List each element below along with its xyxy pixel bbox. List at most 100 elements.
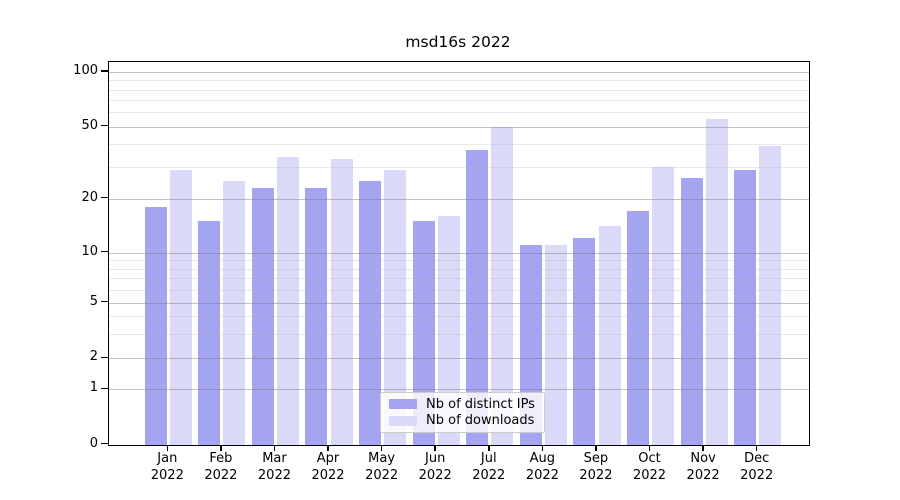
gridline-major [109, 72, 809, 73]
y-tick-mark [101, 442, 108, 445]
bar-downloads-dec [759, 146, 782, 445]
x-tick-year: 2022 [632, 467, 667, 483]
chart-title: msd16s 2022 [405, 33, 511, 51]
x-tick-year: 2022 [150, 467, 184, 483]
gridline-major [109, 358, 809, 360]
x-tick-year: 2022 [525, 467, 559, 483]
x-tick-label-sep: Sep 2022 [565, 451, 627, 484]
y-tick-mark [101, 387, 108, 390]
bar-distinct-ips-apr [305, 187, 328, 445]
bar-downloads-jan [169, 169, 192, 445]
bar-distinct-ips-mar [251, 187, 274, 445]
y-tick-mark [101, 250, 108, 253]
gridline-major [109, 302, 809, 304]
x-tick-label-aug: Aug 2022 [511, 451, 573, 484]
bar-distinct-ips-may [359, 181, 382, 445]
gridline-minor [109, 144, 809, 146]
gridline-major [109, 252, 809, 254]
bar-distinct-ips-sep [573, 238, 596, 445]
gridline-major [109, 198, 809, 200]
bar-downloads-feb [223, 181, 246, 445]
legend-swatch-downloads [389, 415, 417, 426]
gridline-minor [109, 260, 809, 262]
gridline-minor [109, 112, 809, 114]
x-tick-mark [702, 445, 704, 451]
y-tick-label: 10 [81, 243, 98, 259]
gridline-minor [109, 316, 809, 318]
y-tick-label: 5 [89, 293, 98, 309]
x-tick-year: 2022 [257, 467, 291, 483]
legend-label-distinct-ips: Nb of distinct IPs [426, 396, 535, 412]
bar-downloads-apr [330, 159, 353, 445]
x-tick-mark [595, 445, 597, 451]
legend-swatch-distinct-ips [389, 399, 417, 410]
x-tick-mark [487, 445, 490, 451]
bar-distinct-ips-jan [144, 206, 167, 445]
x-tick-label-jul: Jul 2022 [458, 451, 520, 484]
x-tick-year: 2022 [579, 467, 613, 483]
x-tick-mark [755, 445, 758, 451]
x-tick-year: 2022 [365, 467, 399, 483]
y-tick-label: 100 [73, 63, 98, 78]
y-tick-mark [101, 124, 108, 127]
x-tick-label-nov: Nov 2022 [672, 451, 734, 484]
bar-distinct-ips-feb [198, 221, 221, 445]
x-tick-year: 2022 [311, 467, 345, 483]
x-tick-label-feb: Feb 2022 [190, 451, 252, 484]
bar-downloads-mar [277, 157, 300, 445]
x-tick-mark [380, 445, 383, 451]
x-tick-label-jan: Jan 2022 [136, 451, 198, 484]
gridline-minor [109, 289, 809, 291]
bar-distinct-ips-dec [734, 169, 757, 445]
plot-area [108, 61, 810, 446]
bar-distinct-ips-oct [626, 211, 649, 445]
x-tick-label-dec: Dec 2022 [726, 451, 788, 484]
gridline-minor [109, 333, 809, 335]
x-tick-mark [166, 445, 169, 451]
x-tick-mark [648, 445, 651, 451]
x-tick-year: 2022 [418, 467, 452, 483]
bar-downloads-sep [598, 226, 621, 445]
gridline-minor [109, 268, 809, 270]
bar-distinct-ips-jul [466, 150, 489, 445]
gridline-major [109, 389, 809, 391]
gridline-minor [109, 89, 809, 91]
x-tick-mark [273, 445, 276, 451]
gridline-minor [109, 80, 809, 82]
bar-distinct-ips-nov [680, 178, 703, 445]
x-tick-label-jun: Jun 2022 [404, 451, 466, 484]
x-tick-year: 2022 [686, 467, 720, 483]
x-tick-mark [434, 445, 436, 451]
gridline-major [109, 126, 809, 128]
y-tick-label: 20 [81, 189, 98, 205]
x-tick-label-may: May 2022 [351, 451, 413, 484]
bar-downloads-oct [652, 166, 675, 445]
gridline-minor [109, 278, 809, 280]
x-tick-year: 2022 [472, 467, 506, 483]
y-tick-label: 50 [81, 117, 98, 133]
bar-downloads-may [384, 169, 407, 445]
y-tick-mark [101, 70, 108, 72]
y-tick-mark [101, 356, 108, 359]
bar-distinct-ips-jun [412, 221, 435, 445]
x-tick-mark [220, 445, 222, 451]
y-tick-label: 0 [89, 435, 98, 451]
bar-downloads-nov [705, 119, 728, 445]
y-tick-mark [101, 300, 108, 303]
x-tick-year: 2022 [740, 467, 774, 483]
y-tick-mark [101, 196, 108, 199]
legend-item-distinct-ips: Nb of distinct IPs [389, 397, 536, 412]
gridline-minor [109, 166, 809, 168]
legend-item-downloads: Nb of downloads [389, 413, 536, 428]
x-tick-label-mar: Mar 2022 [243, 451, 305, 484]
x-tick-mark [327, 445, 329, 451]
x-tick-year: 2022 [204, 467, 238, 483]
bar-downloads-aug [544, 245, 567, 445]
bar-downloads-jul [491, 126, 514, 445]
gridline-minor [109, 100, 809, 102]
x-tick-label-apr: Apr 2022 [297, 451, 359, 484]
x-tick-mark [541, 445, 544, 451]
x-tick-label-oct: Oct 2022 [619, 451, 681, 484]
legend-label-downloads: Nb of downloads [426, 413, 535, 429]
